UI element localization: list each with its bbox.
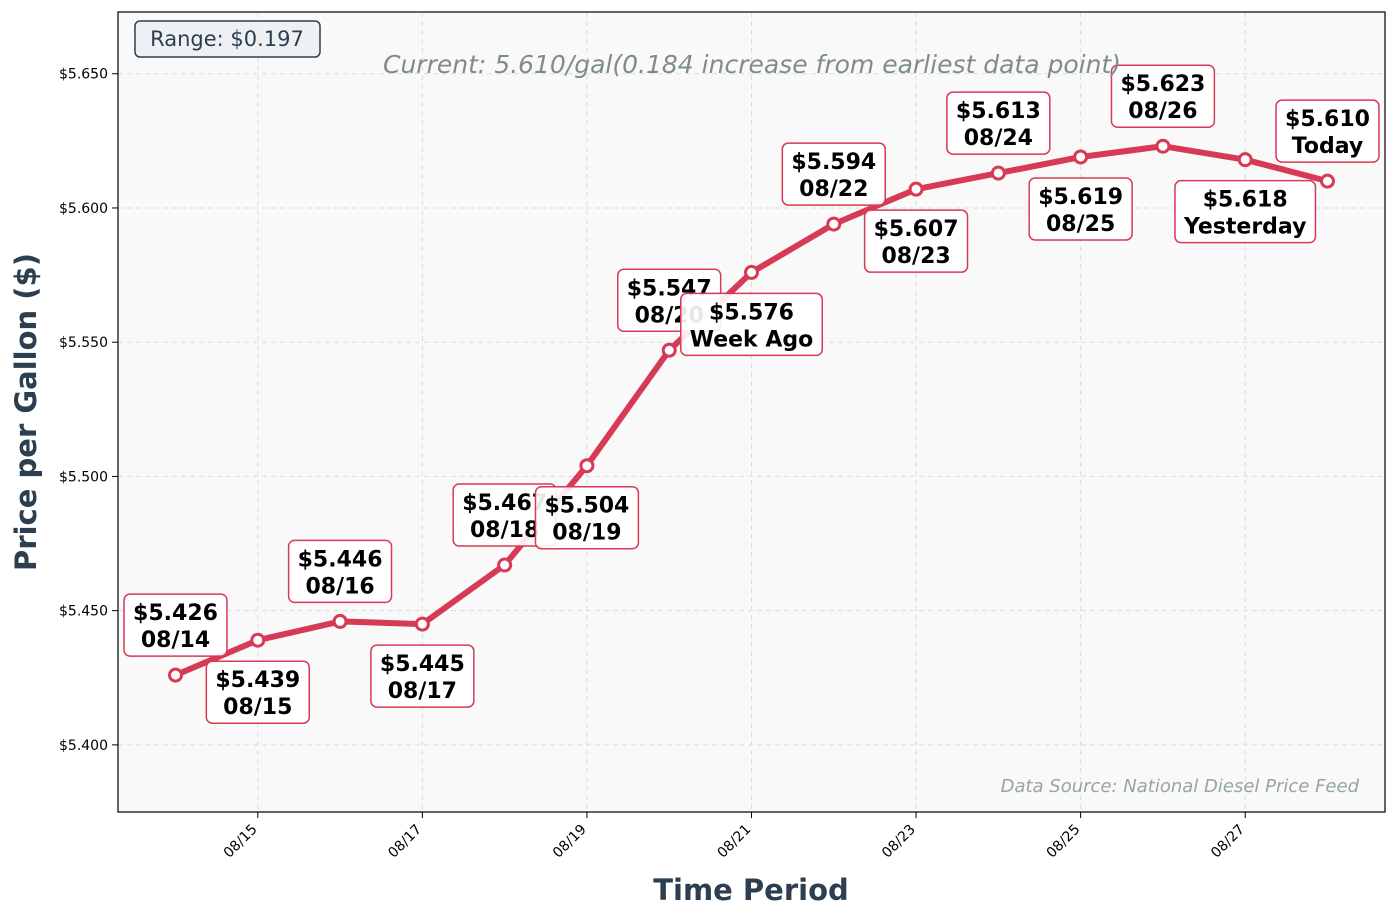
price-series <box>168 138 1335 683</box>
point-label-price: $5.610 <box>1285 107 1370 132</box>
point-label-date: 08/26 <box>1128 99 1197 124</box>
data-point-marker <box>250 632 266 648</box>
x-tick-label: 08/15 <box>221 822 261 862</box>
point-label-box <box>1028 177 1133 241</box>
range-badge: Range: $0.197 <box>134 20 321 58</box>
data-point-marker <box>497 557 513 573</box>
point-label-date: 08/23 <box>881 244 950 269</box>
point-label-date: 08/18 <box>470 518 539 543</box>
point-label-price: $5.467 <box>462 491 547 516</box>
y-tick-label: $5.450 <box>59 604 108 620</box>
point-label-date: 08/17 <box>388 679 457 704</box>
point-label-price: $5.576 <box>709 300 794 325</box>
y-tick-label: $5.600 <box>59 201 108 217</box>
point-label-box <box>1275 99 1380 163</box>
point-label-box <box>946 91 1051 155</box>
point-label-price: $5.619 <box>1038 185 1123 210</box>
y-tick-label: $5.550 <box>59 335 108 351</box>
point-label-box <box>370 644 475 708</box>
point-label-box <box>679 292 824 357</box>
data-point-marker <box>1073 149 1089 165</box>
data-point-marker <box>744 264 759 280</box>
data-point-marker <box>1237 152 1253 168</box>
point-label-price: $5.607 <box>874 217 959 242</box>
point-label-date: 08/15 <box>223 695 292 720</box>
point-label-price: $5.445 <box>380 652 465 677</box>
point-annotations: $5.42608/14$5.43908/15$5.44608/16$5.4450… <box>123 64 1380 724</box>
point-label-date: 08/24 <box>964 126 1033 151</box>
point-label-date: 08/22 <box>799 177 868 202</box>
y-axis-title: Price per Gallon ($) <box>9 253 43 571</box>
x-tick-label: 08/25 <box>1044 822 1084 862</box>
point-label-box <box>534 485 640 550</box>
point-label-date: Today <box>1292 134 1363 159</box>
point-label-box <box>205 660 310 724</box>
data-point-marker <box>332 613 348 629</box>
point-label-box <box>1110 64 1216 128</box>
point-label-price: $5.504 <box>544 494 629 519</box>
data-point-marker <box>908 181 924 197</box>
plot-frame <box>117 11 1386 813</box>
data-source-note: Data Source: National Diesel Price Feed <box>1001 776 1360 797</box>
point-label-date: 08/25 <box>1046 212 1115 237</box>
point-label-price: $5.446 <box>298 547 383 572</box>
point-label-box <box>287 539 393 604</box>
x-tick-label: 08/27 <box>1208 822 1248 862</box>
point-label-date: Yesterday <box>1183 215 1306 240</box>
point-label-price: $5.623 <box>1120 72 1205 97</box>
point-label-box <box>123 593 228 657</box>
data-point-marker <box>168 667 183 683</box>
point-label-box <box>1174 179 1317 244</box>
point-label-date: 08/16 <box>305 574 374 599</box>
data-point-marker <box>990 165 1006 181</box>
y-tick-label: $5.500 <box>59 469 108 485</box>
point-label-box <box>781 142 886 206</box>
data-point-marker <box>414 616 430 632</box>
y-tick-label: $5.400 <box>59 738 108 754</box>
y-tick-label: $5.650 <box>59 67 108 83</box>
point-label-price: $5.613 <box>956 99 1041 124</box>
y-axis-ticks: $5.400 $5.450 $5.500 $5.550 $5.600 $5.650 <box>59 67 118 754</box>
data-point-marker <box>661 342 677 358</box>
point-label-date: 08/14 <box>141 628 210 653</box>
x-axis-title: Time Period <box>653 873 849 907</box>
point-label-date: 08/19 <box>552 521 621 546</box>
data-point-marker <box>1320 173 1335 189</box>
range-text: Range: $0.197 <box>150 27 304 51</box>
current-price-annotation: Current: 5.610/gal(0.184 increase from e… <box>383 50 1121 79</box>
point-label-price: $5.426 <box>133 601 218 626</box>
point-label-price: $5.439 <box>215 668 300 693</box>
data-point-marker <box>1155 138 1171 154</box>
x-tick-label: 08/23 <box>879 822 919 862</box>
x-tick-label: 08/17 <box>385 822 425 862</box>
point-label-price: $5.618 <box>1203 188 1288 213</box>
x-axis-ticks: 08/15 08/17 08/19 08/21 08/23 08/25 08/27 <box>221 812 1248 861</box>
point-label-price: $5.594 <box>791 150 876 175</box>
x-tick-label: 08/21 <box>714 822 754 862</box>
data-point-marker <box>579 458 595 474</box>
point-label-box <box>863 209 969 273</box>
data-point-marker <box>826 216 842 232</box>
x-tick-label: 08/19 <box>550 822 590 862</box>
point-label-date: Week Ago <box>690 327 814 352</box>
